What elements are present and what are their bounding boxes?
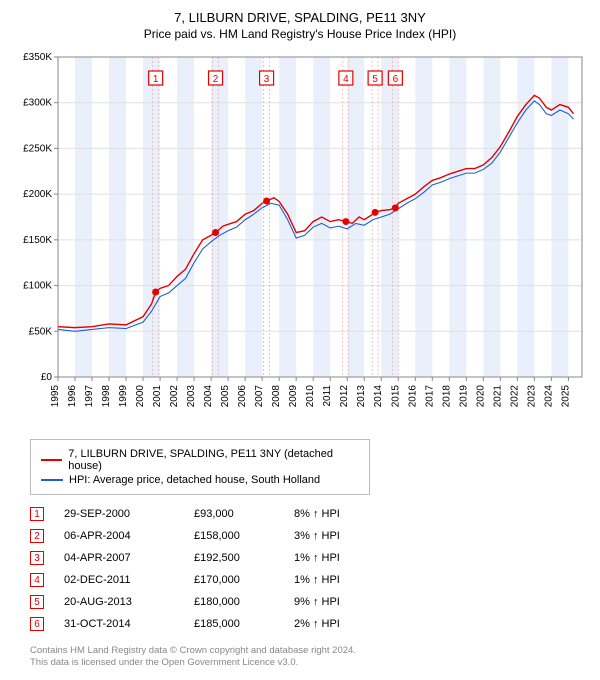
sale-delta: 8% ↑ HPI — [294, 508, 394, 520]
sale-marker-icon: 5 — [30, 595, 44, 609]
sale-price: £185,000 — [194, 618, 274, 630]
sale-price: £192,500 — [194, 552, 274, 564]
svg-text:6: 6 — [393, 74, 399, 85]
sale-marker-icon: 3 — [30, 551, 44, 565]
footer-line-2: This data is licensed under the Open Gov… — [30, 657, 588, 669]
table-row: 6 31-OCT-2014 £185,000 2% ↑ HPI — [30, 613, 588, 635]
svg-text:3: 3 — [264, 74, 270, 85]
sale-marker-icon: 1 — [30, 507, 44, 521]
legend-swatch — [41, 479, 63, 481]
price-chart: £0 £50K £100K £150K £200K £250K £300K £350K 1995… — [12, 49, 588, 429]
svg-text:2006: 2006 — [237, 385, 248, 408]
svg-text:4: 4 — [343, 74, 349, 85]
sale-marker-icon: 4 — [30, 573, 44, 587]
svg-text:2016: 2016 — [407, 385, 418, 408]
svg-text:£150K: £150K — [23, 235, 52, 246]
sale-date: 31-OCT-2014 — [64, 618, 174, 630]
svg-text:2023: 2023 — [526, 385, 537, 408]
page-title: 7, LILBURN DRIVE, SPALDING, PE11 3NY — [12, 10, 588, 25]
svg-text:1995: 1995 — [50, 385, 61, 408]
svg-text:2008: 2008 — [271, 385, 282, 408]
table-row: 5 20-AUG-2013 £180,000 9% ↑ HPI — [30, 591, 588, 613]
legend: 7, LILBURN DRIVE, SPALDING, PE11 3NY (de… — [30, 439, 370, 495]
svg-text:2013: 2013 — [356, 385, 367, 408]
svg-text:£300K: £300K — [23, 98, 52, 109]
sale-marker-icon: 2 — [30, 529, 44, 543]
svg-text:2022: 2022 — [509, 385, 520, 408]
legend-item: HPI: Average price, detached house, Sout… — [41, 474, 359, 486]
table-row: 2 06-APR-2004 £158,000 3% ↑ HPI — [30, 525, 588, 547]
svg-text:2009: 2009 — [288, 385, 299, 408]
table-row: 1 29-SEP-2000 £93,000 8% ↑ HPI — [30, 503, 588, 525]
sale-delta: 2% ↑ HPI — [294, 618, 394, 630]
svg-text:2020: 2020 — [475, 385, 486, 408]
sale-price: £170,000 — [194, 574, 274, 586]
svg-text:2024: 2024 — [543, 385, 554, 408]
legend-label: 7, LILBURN DRIVE, SPALDING, PE11 3NY (de… — [68, 448, 359, 472]
svg-text:1999: 1999 — [118, 385, 129, 408]
page-subtitle: Price paid vs. HM Land Registry's House … — [12, 27, 588, 41]
svg-text:2021: 2021 — [492, 385, 503, 408]
svg-text:2002: 2002 — [169, 385, 180, 408]
svg-text:2004: 2004 — [203, 385, 214, 408]
svg-text:1998: 1998 — [101, 385, 112, 408]
sale-date: 04-APR-2007 — [64, 552, 174, 564]
svg-text:2011: 2011 — [322, 385, 333, 407]
svg-text:£50K: £50K — [29, 326, 53, 337]
sale-delta: 1% ↑ HPI — [294, 552, 394, 564]
footer-copyright: Contains HM Land Registry data © Crown c… — [30, 645, 588, 670]
sale-price: £180,000 — [194, 596, 274, 608]
sale-date: 02-DEC-2011 — [64, 574, 174, 586]
legend-swatch — [41, 459, 62, 461]
svg-text:2012: 2012 — [339, 385, 350, 408]
svg-text:2017: 2017 — [424, 385, 435, 408]
svg-text:2025: 2025 — [560, 385, 571, 408]
svg-text:2001: 2001 — [152, 385, 163, 408]
sale-delta: 9% ↑ HPI — [294, 596, 394, 608]
sale-price: £93,000 — [194, 508, 274, 520]
footer-line-1: Contains HM Land Registry data © Crown c… — [30, 645, 588, 657]
svg-text:1997: 1997 — [84, 385, 95, 408]
svg-text:2014: 2014 — [373, 385, 384, 408]
legend-label: HPI: Average price, detached house, Sout… — [69, 474, 320, 486]
sale-price: £158,000 — [194, 530, 274, 542]
svg-text:2007: 2007 — [254, 385, 265, 408]
svg-text:1996: 1996 — [67, 385, 78, 408]
sale-delta: 3% ↑ HPI — [294, 530, 394, 542]
svg-text:£100K: £100K — [23, 281, 52, 292]
svg-text:£250K: £250K — [23, 143, 52, 154]
svg-text:2005: 2005 — [220, 385, 231, 408]
sale-marker-icon: 6 — [30, 617, 44, 631]
sale-date: 06-APR-2004 — [64, 530, 174, 542]
table-row: 3 04-APR-2007 £192,500 1% ↑ HPI — [30, 547, 588, 569]
svg-text:£200K: £200K — [23, 189, 52, 200]
svg-text:2019: 2019 — [458, 385, 469, 408]
sale-date: 29-SEP-2000 — [64, 508, 174, 520]
sale-date: 20-AUG-2013 — [64, 596, 174, 608]
svg-text:2003: 2003 — [186, 385, 197, 408]
legend-item: 7, LILBURN DRIVE, SPALDING, PE11 3NY (de… — [41, 448, 359, 472]
svg-text:2018: 2018 — [441, 385, 452, 408]
svg-text:£0: £0 — [41, 372, 53, 383]
svg-text:2010: 2010 — [305, 385, 316, 408]
sales-table: 1 29-SEP-2000 £93,000 8% ↑ HPI 2 06-APR-2004 £… — [30, 503, 588, 635]
svg-text:2015: 2015 — [390, 385, 401, 408]
svg-text:1: 1 — [153, 74, 159, 85]
svg-text:2000: 2000 — [135, 385, 146, 408]
table-row: 4 02-DEC-2011 £170,000 1% ↑ HPI — [30, 569, 588, 591]
sale-delta: 1% ↑ HPI — [294, 574, 394, 586]
svg-text:5: 5 — [372, 74, 378, 85]
svg-text:2: 2 — [213, 74, 219, 85]
svg-text:£350K: £350K — [23, 52, 52, 63]
